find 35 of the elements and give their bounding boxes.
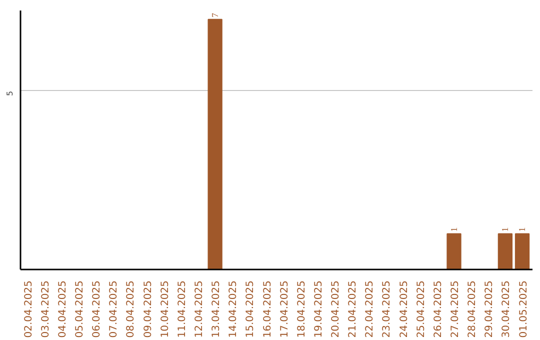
data-label: 1 [500,227,510,232]
x-tick-label: 21.04.2025 [348,280,359,338]
x-tick-label: 18.04.2025 [296,280,308,338]
y-tick-label: 5 [6,90,14,96]
x-tick-label: 25.04.2025 [416,280,427,338]
x-tick-label: 13.04.2025 [211,280,222,338]
x-tick-label: 20.04.2025 [330,280,342,338]
x-tick-label: 05.04.2025 [74,280,86,338]
x-tick-label: 30.04.2025 [501,280,512,338]
x-tick-label: 19.04.2025 [313,280,324,338]
x-tick-label: 12.04.2025 [194,280,205,338]
data-label: 7 [210,12,220,18]
x-tick-label: 15.04.2025 [245,280,256,338]
x-tick-label: 26.04.2025 [432,280,444,338]
x-tick-label: 23.04.2025 [382,280,393,338]
x-tick-label: 11.04.2025 [176,280,188,338]
x-tick-label: 16.04.2025 [262,280,274,338]
x-tick-label: 17.04.2025 [279,280,290,338]
x-tick-label: 07.04.2025 [108,280,120,338]
x-tick-label: 28.04.2025 [467,280,478,338]
x-tick-label: 22.04.2025 [364,280,376,338]
x-tick-label: 02.04.2025 [23,280,34,338]
x-tick-label: 04.04.2025 [57,280,68,338]
x-tick-label: 24.04.2025 [398,280,410,338]
x-tick-label: 01.05.2025 [518,280,530,338]
x-tick-label: 27.04.2025 [450,280,461,338]
data-label: 1 [448,227,459,232]
x-tick-label: 06.04.2025 [92,280,103,338]
x-tick-label: 03.04.2025 [40,280,52,338]
x-tick-label: 29.04.2025 [484,280,496,338]
x-tick-label: 08.04.2025 [126,280,137,338]
x-tick-label: 14.04.2025 [228,280,240,338]
x-tick-label: 10.04.2025 [160,280,171,338]
x-tick-label: 09.04.2025 [142,280,154,338]
data-label: 1 [517,227,528,232]
